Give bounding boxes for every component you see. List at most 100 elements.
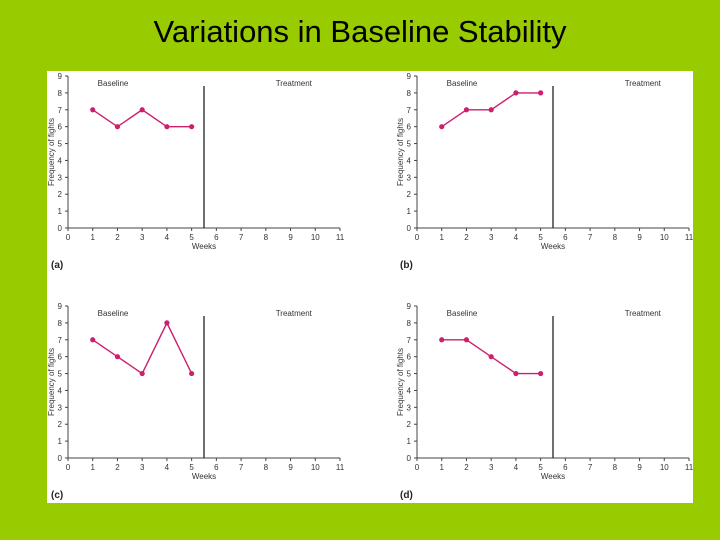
phase-label-baseline: Baseline (98, 79, 129, 88)
panel-label: (c) (51, 490, 63, 501)
x-tick-label: 7 (239, 233, 244, 242)
data-point (488, 354, 494, 360)
x-tick-label: 9 (288, 233, 293, 242)
x-tick-label: 1 (91, 463, 96, 472)
x-tick-label: 2 (464, 463, 469, 472)
x-tick-label: 3 (489, 233, 494, 242)
y-axis-label: Frequency of fights (396, 348, 405, 416)
y-tick-label: 4 (407, 386, 412, 395)
y-axis-label: Frequency of fights (396, 118, 405, 186)
data-point (538, 370, 544, 377)
y-tick-label: 0 (58, 454, 63, 463)
y-axis-label: Frequency of fights (47, 348, 56, 416)
x-tick-label: 0 (415, 463, 420, 472)
x-tick-label: 0 (66, 233, 71, 242)
data-point (189, 124, 195, 130)
y-tick-label: 1 (407, 207, 412, 216)
y-tick-label: 9 (407, 72, 412, 81)
x-tick-label: 6 (563, 233, 568, 242)
x-tick-label: 3 (489, 463, 494, 472)
x-tick-label: 10 (660, 463, 669, 472)
y-tick-label: 2 (407, 190, 412, 199)
y-tick-label: 6 (407, 123, 412, 132)
y-tick-label: 1 (58, 207, 63, 216)
y-tick-label: 6 (58, 123, 63, 132)
y-tick-label: 9 (58, 72, 63, 81)
x-tick-label: 3 (140, 233, 145, 242)
y-tick-label: 5 (407, 370, 412, 379)
x-tick-label: 10 (660, 233, 669, 242)
x-axis-label: Weeks (541, 242, 565, 251)
data-point (114, 354, 121, 360)
y-axis-label: Frequency of fights (47, 118, 56, 186)
y-tick-label: 5 (58, 140, 63, 149)
x-tick-label: 4 (514, 233, 519, 242)
x-tick-label: 4 (514, 463, 519, 472)
y-tick-label: 4 (58, 386, 63, 395)
y-tick-label: 6 (407, 353, 412, 362)
x-tick-label: 5 (189, 233, 194, 242)
panel-label: (b) (400, 260, 413, 271)
x-tick-label: 4 (165, 463, 170, 472)
y-tick-label: 4 (58, 156, 63, 165)
x-tick-label: 8 (613, 233, 618, 242)
data-point (538, 90, 544, 96)
data-point (463, 337, 470, 343)
data-point (90, 337, 96, 343)
x-tick-label: 9 (288, 463, 293, 472)
x-tick-label: 5 (538, 233, 543, 242)
phase-label-baseline: Baseline (447, 309, 478, 318)
x-tick-label: 7 (588, 463, 593, 472)
panel-label: (a) (51, 260, 63, 271)
chart-panel-d: 0 1 2 3 4 5 6 7 8 9 0 1 2 3 4 5 6 7 8 9 10 11 Weeks Frequency o… (396, 302, 693, 501)
x-tick-label: 1 (440, 463, 445, 472)
x-tick-label: 9 (637, 463, 642, 472)
x-tick-label: 9 (637, 233, 642, 242)
y-tick-label: 9 (407, 302, 412, 311)
y-tick-label: 3 (58, 173, 63, 182)
y-tick-label: 7 (407, 106, 412, 115)
y-tick-label: 1 (407, 437, 412, 446)
y-tick-label: 0 (407, 224, 412, 233)
x-tick-label: 11 (685, 463, 693, 472)
y-tick-label: 8 (407, 319, 412, 328)
x-tick-label: 1 (91, 233, 96, 242)
data-point (488, 107, 494, 113)
y-tick-label: 8 (58, 319, 63, 328)
y-tick-label: 8 (58, 89, 63, 98)
panel-label: (d) (400, 490, 413, 501)
y-tick-label: 5 (407, 140, 412, 149)
x-axis-label: Weeks (192, 242, 216, 251)
x-tick-label: 6 (214, 233, 219, 242)
phase-label-treatment: Treatment (625, 79, 662, 88)
x-tick-label: 6 (214, 463, 219, 472)
data-point (139, 107, 145, 113)
x-axis-label: Weeks (192, 472, 216, 481)
data-point (164, 320, 170, 326)
x-tick-label: 3 (140, 463, 145, 472)
x-tick-label: 8 (264, 233, 269, 242)
data-point (439, 337, 445, 343)
y-tick-label: 6 (58, 353, 63, 362)
y-tick-label: 0 (407, 454, 412, 463)
y-tick-label: 2 (58, 190, 63, 199)
data-point (90, 107, 96, 113)
chart-panel-a: 0 1 2 3 4 5 6 7 8 9 0 1 2 3 4 5 6 7 8 9 10 11 Weeks Frequency o… (47, 72, 345, 271)
x-axis-label: Weeks (541, 472, 565, 481)
data-point (114, 124, 121, 130)
x-tick-label: 11 (336, 233, 345, 242)
x-tick-label: 8 (613, 463, 618, 472)
chart-panel-b: 0 1 2 3 4 5 6 7 8 9 0 1 2 3 4 5 6 7 8 9 10 11 Weeks Frequency o… (396, 72, 693, 271)
x-tick-label: 11 (336, 463, 345, 472)
data-point (139, 370, 145, 377)
phase-label-treatment: Treatment (276, 79, 313, 88)
x-tick-label: 6 (563, 463, 568, 472)
data-point (513, 370, 519, 377)
y-tick-label: 3 (58, 403, 63, 412)
x-tick-label: 5 (189, 463, 194, 472)
x-tick-label: 7 (588, 233, 593, 242)
x-tick-label: 2 (115, 233, 120, 242)
y-tick-label: 7 (58, 336, 63, 345)
phase-label-baseline: Baseline (447, 79, 478, 88)
phase-label-treatment: Treatment (625, 309, 662, 318)
